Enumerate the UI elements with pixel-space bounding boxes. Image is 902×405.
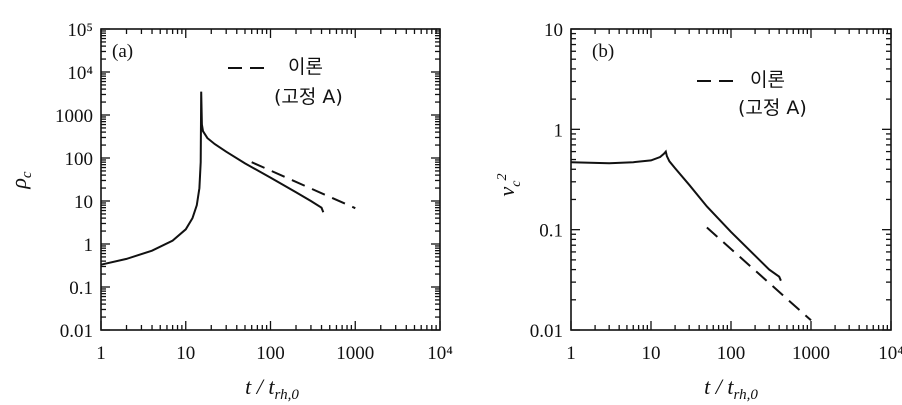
plot-frame-b (570, 28, 892, 331)
x-axis-title-b: t / trh,0 (704, 374, 758, 403)
panel-a: (a) 이론 (고정 A) 1 10 100 1000 10⁴ 0.01 0.1 1 10 100… (6, 20, 453, 403)
x-axis-title-a: t / trh,0 (245, 374, 299, 403)
y-tick-label: 10⁴ (67, 63, 93, 84)
x-tick-label: 1000 (336, 343, 374, 364)
theory-dashed-line-b (706, 226, 812, 322)
x-tick-label: 1 (566, 343, 576, 364)
legend-label-b-line1: 이론 (750, 69, 785, 91)
legend-b: 이론 (고정 A) (697, 69, 807, 119)
y-tick-label: 10 (544, 20, 563, 41)
y-tick-label: 100 (65, 149, 94, 170)
series-b (570, 149, 812, 322)
y-axis-title-a: ρc (6, 171, 35, 190)
ticks-b: 1 10 100 1000 10⁴ 0.01 0.1 1 10 (530, 20, 902, 364)
plot-frame-a (100, 28, 441, 331)
x-tick-label: 10 (642, 343, 661, 364)
y-axis-title-b: vc2 (494, 174, 524, 197)
panel-b: (b) 이론 (고정 A) 1 10 100 1000 10⁴ 0.01 0.1 1 10 vc… (494, 20, 902, 403)
series-a (100, 91, 356, 266)
y-tick-label: 0.1 (69, 278, 93, 299)
legend-label-a-line1: 이론 (288, 56, 323, 78)
y-tick-label: 0.01 (530, 321, 563, 342)
x-tick-label: 1000 (792, 343, 830, 364)
ticks-a: 1 10 100 1000 10⁴ 0.01 0.1 1 10 100 1000 10⁴ 10⁵ (55, 20, 453, 364)
panel-label-a: (a) (112, 41, 133, 62)
y-tick-label: 0.01 (60, 321, 93, 342)
simulation-curve-a (100, 91, 325, 266)
legend-label-b-line2: (고정 A) (738, 97, 807, 119)
legend-a: 이론 (고정 A) (228, 56, 343, 108)
x-tick-label: 1 (96, 343, 106, 364)
y-tick-label: 1000 (55, 106, 93, 127)
y-tick-label: 1 (554, 120, 564, 141)
y-tick-label: 0.1 (539, 221, 563, 242)
x-tick-label: 10 (176, 343, 195, 364)
x-tick-label: 100 (256, 343, 285, 364)
x-tick-label: 10⁴ (427, 343, 453, 364)
y-tick-label: 10 (74, 192, 93, 213)
y-tick-label: 1 (84, 235, 94, 256)
y-tick-label: 10⁵ (67, 20, 93, 41)
simulation-curve-b (570, 149, 782, 282)
panel-label-b: (b) (592, 41, 614, 62)
x-tick-label: 100 (717, 343, 746, 364)
x-tick-label: 10⁴ (878, 343, 902, 364)
legend-label-a-line2: (고정 A) (274, 86, 343, 108)
theory-dashed-line-a (251, 161, 356, 210)
